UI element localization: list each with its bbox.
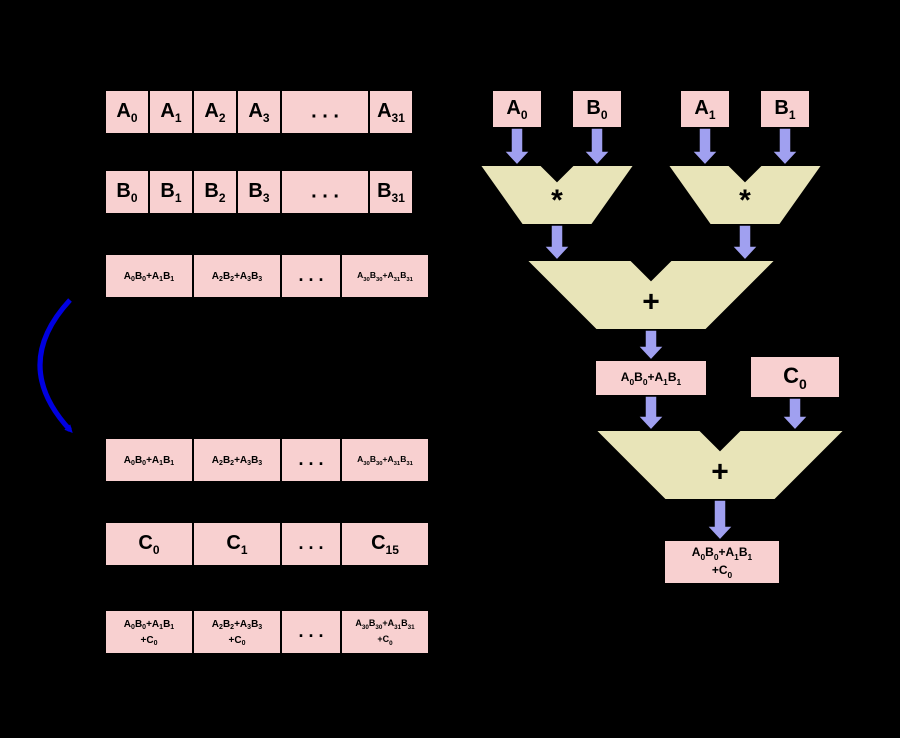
- svg-text:. . .: . . .: [311, 100, 339, 122]
- diagram-root: A0A1A2A3. . .A31B0B1B2B3. . .B31A0B0+A1B…: [0, 0, 900, 738]
- rowR-cell-1: [193, 610, 281, 654]
- svg-text:. . .: . . .: [311, 180, 339, 202]
- svg-text:. . .: . . .: [298, 533, 323, 553]
- svg-text:. . .: . . .: [298, 265, 323, 285]
- arrow-mul-out-1: [732, 225, 758, 260]
- arrow-mid-to-add2: [638, 396, 664, 430]
- rowR-cell-0: [105, 610, 193, 654]
- arrow-in-1: [584, 128, 610, 165]
- alu-mul-0-op: *: [551, 184, 563, 217]
- arrow-mul-out-0: [544, 225, 570, 260]
- arrow-c0-to-add2: [782, 398, 808, 430]
- svg-text:. . .: . . .: [298, 449, 323, 469]
- arrow-add1-out: [638, 330, 664, 360]
- loop-arrow: [40, 300, 70, 430]
- arrow-in-3: [772, 128, 798, 165]
- rowR-last: [341, 610, 429, 654]
- svg-text:. . .: . . .: [298, 621, 323, 641]
- alu-add1-op: +: [642, 285, 660, 318]
- alu-add2-op: +: [711, 455, 729, 488]
- arrow-add2-out: [707, 500, 733, 540]
- arrow-in-0: [504, 128, 530, 165]
- arrow-in-2: [692, 128, 718, 165]
- alu-mul-1-op: *: [739, 184, 751, 217]
